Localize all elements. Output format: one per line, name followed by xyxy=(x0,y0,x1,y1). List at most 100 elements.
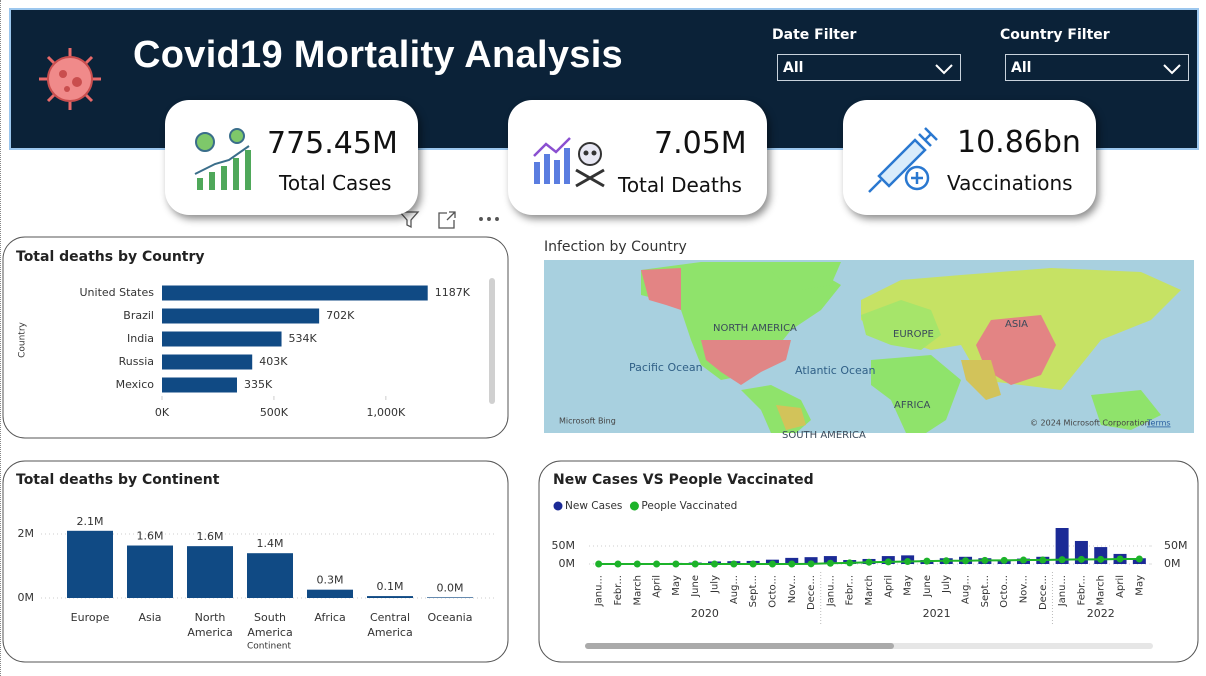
point xyxy=(884,558,892,566)
point xyxy=(1135,555,1143,563)
x-tick-label: Janu... xyxy=(1057,575,1068,607)
map-label: NORTH AMERICA xyxy=(713,323,797,334)
map-label: ASIA xyxy=(1005,319,1028,330)
map-label: AFRICA xyxy=(894,400,930,411)
point xyxy=(1000,556,1008,564)
y-tick-label: 50M xyxy=(552,539,576,552)
x-tick-label: Octo... xyxy=(767,575,778,608)
x-tick-label: Nov... xyxy=(1018,575,1029,603)
map-label: Atlantic Ocean xyxy=(795,364,876,377)
x-tick-label: Febr... xyxy=(845,575,856,605)
point xyxy=(653,560,661,568)
data-label: 1187K xyxy=(435,286,471,299)
point xyxy=(1077,555,1085,563)
kpi-value: 10.86bn xyxy=(957,125,1081,160)
point xyxy=(807,560,815,568)
point xyxy=(691,560,699,568)
scrollbar[interactable] xyxy=(489,278,495,404)
point xyxy=(749,560,757,568)
chart-title: Total deaths by Country xyxy=(16,249,205,265)
kpi-value: 775.45M xyxy=(267,126,398,161)
kpi-card: 775.45M Total Cases xyxy=(165,100,418,215)
virus-icon xyxy=(39,48,101,110)
x-tick-label: Febr... xyxy=(613,575,624,605)
map-terms[interactable]: Terms xyxy=(1146,419,1171,428)
point xyxy=(826,559,834,567)
data-label: 1.6M xyxy=(137,530,164,543)
deaths-icon xyxy=(533,137,605,188)
cases-icon xyxy=(194,128,251,190)
y-tick-label: India xyxy=(127,332,154,345)
x-tick-label: April xyxy=(883,575,894,598)
map[interactable]: NORTH AMERICA EUROPE ASIA AFRICA SOUTH A… xyxy=(544,260,1194,441)
map-label: Pacific Ocean xyxy=(629,361,703,374)
point xyxy=(923,557,931,565)
data-label: 1.6M xyxy=(197,530,224,543)
x-tick-label: Nov... xyxy=(787,575,798,603)
data-label: 702K xyxy=(326,309,355,322)
visual-header-icons[interactable] xyxy=(398,211,499,229)
kpi-card: 7.05M Total Deaths xyxy=(508,100,767,215)
scrollbar-thumb[interactable] xyxy=(585,643,894,649)
chart-title: Total deaths by Continent xyxy=(16,472,220,488)
x-tick-label: May xyxy=(903,575,914,596)
y2-tick-label: 0M xyxy=(1164,557,1181,570)
data-label: 534K xyxy=(289,332,318,345)
axis-label: Country xyxy=(18,321,28,357)
filter-value: All xyxy=(1011,60,1032,76)
x-tick-label: Central America xyxy=(367,611,413,639)
point xyxy=(595,560,603,568)
data-label: 0.1M xyxy=(377,580,404,593)
point xyxy=(962,557,970,565)
data-label: 2.1M xyxy=(77,515,104,528)
map-label: SOUTH AMERICA xyxy=(782,430,866,441)
bar xyxy=(162,308,320,324)
y-tick-label: Russia xyxy=(119,355,154,368)
x-tick-label: Octo... xyxy=(999,575,1010,608)
x-tick-label: 500K xyxy=(260,406,289,419)
x-tick-label: June xyxy=(922,575,933,598)
filter-label: Date Filter xyxy=(772,27,857,43)
point xyxy=(788,560,796,568)
bar xyxy=(367,596,413,598)
x-tick-label: Europe xyxy=(70,611,110,624)
point xyxy=(942,557,950,565)
x-tick-label: June xyxy=(690,575,701,598)
x-group-label: 2022 xyxy=(1087,607,1115,620)
x-tick-label: Sept... xyxy=(980,575,991,607)
kpi-label: Total Deaths xyxy=(618,173,742,197)
x-tick-label: Janu... xyxy=(594,575,605,607)
y-tick-label: Mexico xyxy=(116,378,155,391)
filter-dropdown[interactable]: All xyxy=(777,54,961,81)
point xyxy=(865,558,873,566)
point xyxy=(711,560,719,568)
x-tick-label: North America xyxy=(187,611,233,639)
kpi-value: 7.05M xyxy=(654,126,747,161)
x-tick-label: July xyxy=(710,575,721,594)
x-group-label: 2021 xyxy=(923,607,951,620)
point xyxy=(614,560,622,568)
chart-title: New Cases VS People Vaccinated xyxy=(553,472,814,488)
bar xyxy=(307,589,353,598)
filter-dropdown[interactable]: All xyxy=(1005,54,1189,81)
map-title: Infection by Country xyxy=(544,239,687,255)
x-tick-label: Janu... xyxy=(825,575,836,607)
filter-value: All xyxy=(783,60,804,76)
y-tick-label: 0M xyxy=(559,557,576,570)
x-tick-label: Dece... xyxy=(1038,575,1049,610)
y2-tick-label: 50M xyxy=(1164,539,1188,552)
data-label: 0.3M xyxy=(317,574,344,587)
point xyxy=(1097,555,1105,563)
x-tick-label: Febr... xyxy=(1076,575,1087,605)
x-tick-label: April xyxy=(652,575,663,598)
kpi-label: Vaccinations xyxy=(947,171,1073,195)
kpi-label: Total Cases xyxy=(279,171,392,195)
legend-label: New Cases xyxy=(565,500,622,512)
x-tick-label: Sept... xyxy=(748,575,759,607)
point xyxy=(846,559,854,567)
x-tick-label: Dece... xyxy=(806,575,817,610)
bar xyxy=(427,597,473,598)
y-tick-label: 2M xyxy=(18,527,35,540)
point xyxy=(1116,555,1124,563)
